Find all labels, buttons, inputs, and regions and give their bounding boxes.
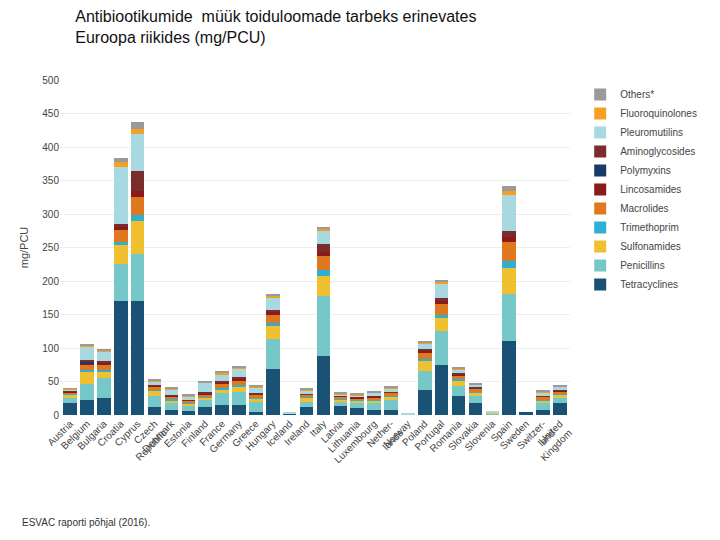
svg-text:Iceland: Iceland: [264, 418, 295, 449]
svg-text:450: 450: [42, 108, 59, 119]
svg-text:200: 200: [42, 276, 59, 287]
svg-text:Tetracyclines: Tetracyclines: [620, 279, 678, 290]
svg-text:Polymyxins: Polymyxins: [620, 165, 671, 176]
svg-text:Romania: Romania: [427, 418, 463, 454]
svg-text:150: 150: [42, 309, 59, 320]
svg-text:50: 50: [48, 376, 60, 387]
svg-text:350: 350: [42, 175, 59, 186]
svg-text:ESVAC raporti põhjal (2016).: ESVAC raporti põhjal (2016).: [22, 517, 150, 528]
svg-text:CzechRepublic: CzechRepublic: [124, 418, 168, 462]
svg-text:300: 300: [42, 209, 59, 220]
svg-text:UnitedKingdom: UnitedKingdom: [529, 418, 574, 463]
svg-text:Penicillins: Penicillins: [620, 260, 664, 271]
svg-text:Portugal: Portugal: [412, 418, 446, 452]
svg-text:Germany: Germany: [207, 418, 244, 455]
svg-text:France: France: [197, 418, 227, 448]
svg-text:Denmark: Denmark: [140, 417, 177, 454]
svg-text:Ireland: Ireland: [282, 418, 311, 447]
svg-text:400: 400: [42, 142, 59, 153]
svg-text:0: 0: [53, 410, 59, 421]
svg-text:Others*: Others*: [620, 89, 654, 100]
svg-text:Switzer-land: Switzer-land: [515, 418, 558, 461]
svg-text:mg/PCU: mg/PCU: [18, 227, 30, 269]
svg-text:Hungary: Hungary: [243, 418, 278, 453]
svg-text:Antibiootikumide müük toidulo: Antibiootikumide müük toiduloomade tarbe…: [75, 8, 476, 46]
svg-text:Pleuromutilins: Pleuromutilins: [620, 127, 683, 138]
svg-text:Cyprus: Cyprus: [112, 418, 142, 448]
svg-text:Belgium: Belgium: [59, 418, 92, 451]
svg-text:Latvia: Latvia: [319, 418, 346, 445]
svg-text:Nether-lands: Nether-lands: [365, 418, 406, 459]
svg-text:Slovakia: Slovakia: [446, 418, 481, 453]
svg-text:Luxembourg: Luxembourg: [332, 418, 379, 465]
svg-text:Spain: Spain: [488, 418, 514, 444]
svg-text:100: 100: [42, 343, 59, 354]
svg-text:Austria: Austria: [45, 418, 75, 448]
svg-text:Bulgaria: Bulgaria: [75, 418, 109, 452]
svg-text:Fluoroquinolones: Fluoroquinolones: [620, 108, 697, 119]
svg-text:Macrolides: Macrolides: [620, 203, 668, 214]
svg-text:250: 250: [42, 242, 59, 253]
svg-text:Estonia: Estonia: [162, 418, 194, 450]
svg-text:Aminoglycosides: Aminoglycosides: [620, 146, 695, 157]
svg-text:Italy: Italy: [308, 418, 329, 439]
svg-text:Slovenia: Slovenia: [462, 418, 497, 453]
svg-text:Norway: Norway: [381, 418, 413, 450]
svg-text:Trimethoprim: Trimethoprim: [620, 222, 679, 233]
svg-text:Finland: Finland: [179, 418, 210, 449]
svg-text:Lithuania: Lithuania: [326, 418, 363, 455]
svg-text:Poland: Poland: [400, 418, 430, 448]
svg-text:Greece: Greece: [230, 418, 261, 449]
svg-text:Croatia: Croatia: [95, 418, 126, 449]
svg-text:Sulfonamides: Sulfonamides: [620, 241, 681, 252]
svg-text:Sweden: Sweden: [498, 418, 531, 451]
svg-text:500: 500: [42, 75, 59, 86]
svg-text:Lincosamides: Lincosamides: [620, 184, 681, 195]
